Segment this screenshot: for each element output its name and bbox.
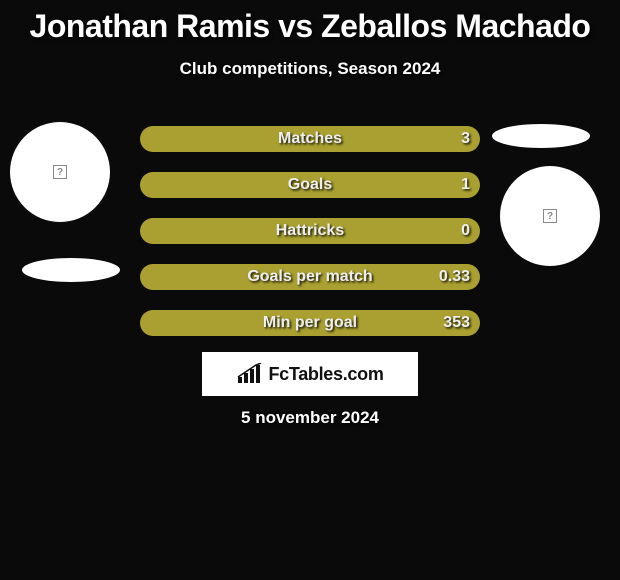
bar-fill [140,126,480,152]
bar-row: Matches 3 [140,126,480,152]
bar-value: 0.33 [439,264,470,290]
logo-text: FcTables.com [268,364,383,385]
avatar-left: ? [10,122,110,222]
player-left: ? [10,122,110,222]
bar-fill [140,310,480,336]
page-title: Jonathan Ramis vs Zeballos Machado [0,8,620,45]
player-right: ? [500,120,600,266]
bar-row: Goals 1 [140,172,480,198]
avatar-right: ? [500,166,600,266]
bar-fill [140,172,480,198]
avatar-shadow-left [22,258,120,282]
logo-chart-icon [236,363,262,385]
bar-row: Goals per match 0.33 [140,264,480,290]
date-line: 5 november 2024 [0,408,620,428]
bar-value: 1 [461,172,470,198]
logo-box: FcTables.com [202,352,418,396]
infographic-container: Jonathan Ramis vs Zeballos Machado Club … [0,0,620,580]
missing-image-icon: ? [53,165,67,179]
bar-fill [140,218,480,244]
bar-value: 0 [461,218,470,244]
bar-row: Min per goal 353 [140,310,480,336]
bar-value: 353 [443,310,470,336]
subtitle: Club competitions, Season 2024 [0,59,620,79]
bar-value: 3 [461,126,470,152]
missing-image-icon: ? [543,209,557,223]
bar-fill [140,264,480,290]
stats-bars: Matches 3 Goals 1 Hattricks 0 Goals per … [140,126,480,356]
bar-row: Hattricks 0 [140,218,480,244]
